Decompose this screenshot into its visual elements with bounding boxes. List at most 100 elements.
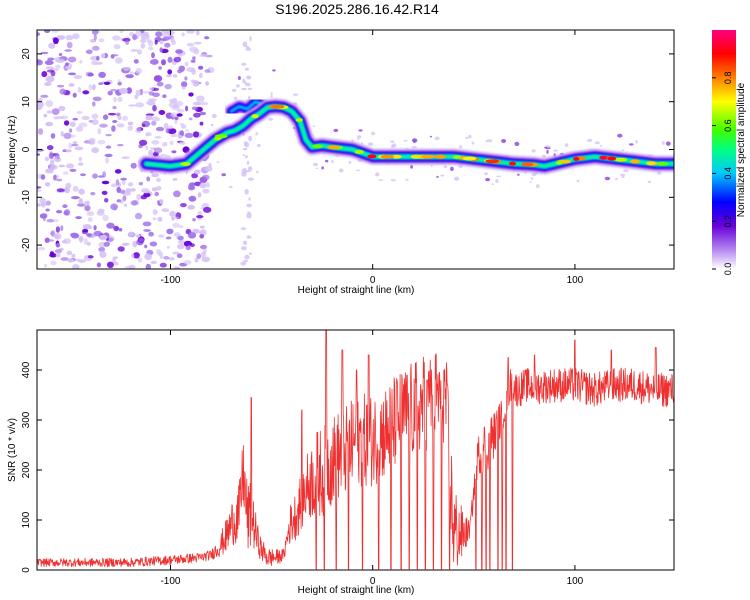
noise-blob [293, 93, 298, 96]
noise-blob [49, 253, 57, 258]
y-tick-label: 400 [21, 361, 32, 378]
noise-blob [189, 117, 193, 121]
noise-blob [58, 105, 66, 112]
noise-blob [371, 131, 376, 136]
noise-blob [61, 240, 67, 244]
noise-blob [177, 135, 183, 139]
ridge-hotspot [629, 159, 641, 164]
noise-blob [390, 140, 395, 143]
ridge-hotspot [462, 156, 477, 161]
noise-blob [168, 125, 174, 130]
noise-blob [390, 179, 396, 182]
noise-blob [165, 236, 172, 240]
noise-blob [149, 87, 155, 91]
noise-blob [45, 200, 51, 206]
noise-blob [38, 128, 44, 135]
noise-blob [487, 139, 493, 143]
noise-blob [199, 225, 205, 229]
noise-blob [245, 67, 249, 71]
noise-blob [120, 177, 127, 181]
noise-blob [37, 247, 46, 251]
noise-blob [151, 187, 158, 192]
noise-blob [145, 115, 153, 121]
noise-blob [140, 30, 145, 34]
noise-blob [194, 169, 201, 175]
noise-blob [167, 56, 173, 63]
noise-blob [168, 210, 177, 217]
noise-blob [434, 136, 440, 141]
noise-blob [240, 227, 247, 231]
noise-blob [93, 34, 97, 41]
noise-blob [78, 122, 88, 128]
noise-blob [242, 78, 246, 84]
noise-blob [98, 71, 106, 78]
noise-blob [184, 132, 194, 138]
noise-blob [171, 105, 181, 111]
noise-blob [530, 177, 534, 180]
ridge-hotspot [391, 154, 402, 159]
noise-blob [45, 208, 50, 212]
noise-blob [144, 253, 152, 261]
noise-blob [81, 115, 90, 121]
noise-blob [242, 240, 248, 245]
noise-blob [496, 175, 502, 178]
noise-blob [151, 140, 160, 145]
noise-blob [236, 84, 240, 88]
noise-blob [82, 90, 90, 95]
noise-blob [113, 96, 117, 103]
noise-blob [148, 46, 154, 51]
noise-blob [536, 184, 540, 189]
noise-blob [270, 95, 273, 98]
noise-blob [92, 173, 98, 179]
noise-blob [594, 141, 600, 145]
noise-blob [186, 42, 195, 47]
noise-blob [204, 36, 210, 40]
noise-blob [116, 199, 122, 203]
noise-blob [248, 197, 251, 201]
noise-blob [72, 264, 80, 269]
noise-blob [131, 253, 135, 259]
noise-blob [111, 125, 116, 132]
noise-blob [242, 41, 248, 48]
noise-blob [46, 69, 55, 73]
noise-blob [98, 38, 105, 43]
noise-blob [65, 182, 72, 189]
noise-blob [106, 222, 115, 229]
noise-blob [576, 179, 580, 183]
noise-blob [196, 253, 202, 259]
noise-blob [130, 200, 138, 206]
colorbar-label: Normalized spectral amplitude [736, 82, 747, 217]
noise-blob [358, 129, 363, 132]
noise-blob [37, 59, 41, 65]
noise-blob [37, 203, 41, 207]
noise-blob [149, 241, 158, 247]
noise-blob [245, 170, 252, 173]
noise-blob [73, 74, 83, 80]
ridge-hotspot [646, 161, 656, 166]
noise-blob [110, 88, 117, 92]
noise-blob [136, 49, 143, 55]
noise-blob [110, 203, 118, 211]
colorbar-ticks: 0.0 0.2 0.4 0.6 0.8 [712, 72, 733, 275]
spectrogram-ridge [138, 94, 674, 175]
noise-blob [145, 263, 151, 269]
snr-frame [36, 329, 675, 571]
noise-blob [443, 165, 448, 168]
noise-blob [139, 139, 148, 146]
noise-blob [135, 89, 141, 97]
noise-blob [177, 239, 186, 244]
noise-blob [154, 39, 158, 45]
noise-blob [117, 96, 123, 103]
noise-blob [140, 38, 147, 44]
noise-blob [121, 179, 126, 186]
spectrogram-xlabel: Height of straight line (km) [298, 285, 415, 296]
noise-blob [484, 172, 488, 176]
noise-blob [176, 113, 183, 117]
noise-blob [312, 162, 318, 167]
y-tick-label: 300 [21, 411, 32, 428]
noise-blob [133, 252, 140, 259]
noise-blob [193, 41, 202, 45]
noise-blob [136, 193, 141, 201]
noise-blob [170, 36, 175, 44]
noise-blob [67, 56, 77, 63]
